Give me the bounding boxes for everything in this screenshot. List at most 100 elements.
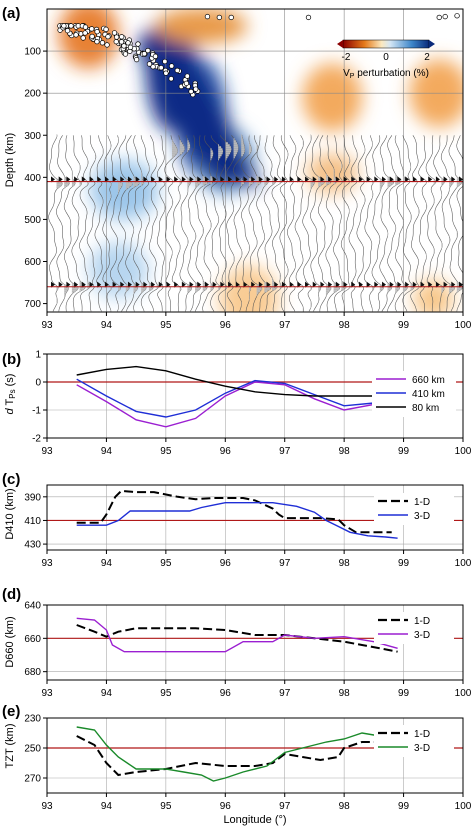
y-tick-label--1: -1 (32, 406, 41, 417)
x-tick-label-99: 99 (398, 801, 410, 812)
legend-label-1: 3-D (414, 511, 430, 522)
trace-24-marker-410 (235, 176, 240, 183)
x-tick-label-99: 99 (398, 688, 410, 699)
panel-d-label: (d) (2, 586, 21, 603)
earthquake-113 (113, 39, 119, 45)
x-tick-label-100: 100 (455, 320, 472, 331)
colorbar-left-arrow (337, 40, 343, 48)
earthquake-116 (121, 43, 127, 49)
trace-35-marker-410 (320, 176, 325, 183)
y-tick-label-660: 660 (24, 634, 41, 645)
panel-c-ylabel: D410 (km) (4, 488, 16, 539)
panel-d-ylabel: D660 (km) (4, 616, 16, 667)
trace-6-marker-410 (97, 176, 102, 183)
y-tick-label-680: 680 (24, 667, 41, 678)
trace-4-marker-410 (81, 176, 86, 183)
trace-1-marker-410 (58, 176, 63, 183)
trace-25-marker-410 (243, 176, 248, 183)
trace-13-marker-410 (151, 176, 156, 183)
earthquake-89 (146, 61, 153, 67)
trace-39-marker-660 (351, 281, 356, 288)
trace-32-marker-660 (297, 281, 302, 288)
trace-22 (218, 135, 232, 312)
trace-29-marker-410 (274, 176, 279, 183)
trace-33-marker-660 (305, 281, 310, 288)
trace-10 (125, 135, 140, 312)
earthquake-hypocenters (57, 13, 460, 98)
trace-44-marker-410 (389, 176, 394, 183)
trace-15 (164, 135, 178, 312)
trace-53-marker-660 (459, 281, 463, 288)
trace-43-marker-660 (382, 281, 387, 288)
panel-a-gridlines (47, 9, 463, 312)
trace-33-marker-410 (305, 176, 310, 183)
trace-45-marker-660 (397, 281, 402, 288)
colorbar-bar (342, 39, 430, 49)
trace-30-marker-660 (281, 281, 286, 288)
earthquake-63 (89, 26, 95, 32)
earthquake-106 (99, 40, 106, 46)
x-tick-label-100: 100 (455, 688, 472, 699)
trace-35-marker-660 (320, 281, 325, 288)
y-tick-label-0: 0 (35, 378, 41, 389)
x-tick-label-93: 93 (41, 801, 53, 812)
series-line-1 (76, 726, 398, 782)
colorbar-tick-min: -2 (342, 52, 351, 63)
x-tick-label-94: 94 (101, 446, 113, 457)
trace-2-marker-410 (66, 176, 71, 183)
legend-label-0: 1-D (414, 497, 430, 508)
legend-label-0: 1-D (414, 729, 430, 740)
trace-21-marker-660 (212, 281, 217, 288)
trace-20-marker-410 (204, 176, 209, 183)
legend-background (374, 493, 454, 525)
trace-15-marker-410 (166, 176, 171, 183)
x-tick-label-100: 100 (455, 558, 472, 569)
trace-11-marker-410 (135, 176, 140, 183)
earthquake-111 (68, 23, 74, 29)
panel-a-label: (a) (2, 5, 20, 22)
earthquake-87 (168, 76, 174, 82)
trace-17-marker-410 (181, 176, 186, 183)
trace-48 (418, 135, 428, 312)
trace-13 (148, 135, 159, 312)
trace-52 (448, 135, 463, 312)
trace-0 (48, 135, 63, 312)
x-tick-label-99: 99 (398, 558, 410, 569)
trace-41-marker-660 (366, 281, 371, 288)
trace-42-marker-410 (374, 176, 379, 183)
trace-35 (318, 135, 333, 312)
trace-36 (325, 135, 341, 312)
trace-2-marker-660 (66, 281, 71, 288)
colorbar-label: VP perturbation (%) (343, 68, 429, 80)
panel-c-label: (c) (2, 471, 20, 488)
trace-40 (356, 135, 366, 312)
y-tick-label-270: 270 (24, 774, 41, 785)
earthquake-64 (168, 63, 175, 69)
earthquake-107 (141, 51, 147, 57)
x-tick-label-98: 98 (339, 320, 351, 331)
trace-47 (410, 135, 420, 312)
trace-37-marker-410 (335, 176, 340, 183)
trace-19-marker-410 (197, 176, 202, 183)
earthquake-40 (135, 41, 141, 47)
frame (46, 353, 464, 439)
earthquake-105 (89, 33, 95, 40)
trace-11 (133, 135, 147, 312)
trace-50-marker-660 (435, 281, 440, 288)
trace-30-marker-410 (281, 176, 286, 183)
legend-label-2: 80 km (412, 403, 439, 414)
trace-33 (302, 135, 315, 312)
trace-44 (387, 135, 402, 312)
x-tick-label-97: 97 (279, 688, 291, 699)
trace-23-marker-410 (228, 176, 233, 183)
x-tick-label-97: 97 (279, 320, 291, 331)
trace-49 (425, 135, 437, 312)
colorbar-right-arrow (429, 40, 435, 48)
trace-48-marker-410 (420, 176, 425, 183)
trace-42-marker-660 (374, 281, 379, 288)
x-axis-label: Longitude (°) (223, 814, 286, 826)
earthquake-110 (183, 80, 190, 86)
trace-25-marker-660 (243, 281, 248, 288)
x-tick-label-94: 94 (101, 801, 113, 812)
